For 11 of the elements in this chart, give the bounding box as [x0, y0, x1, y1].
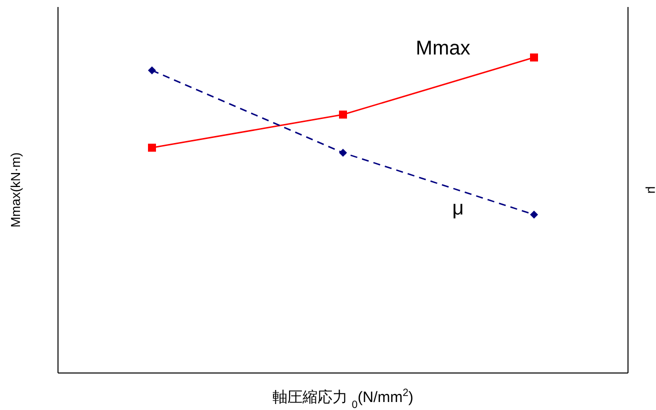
point — [148, 144, 156, 152]
point — [339, 110, 347, 119]
y-axis-title: Mmax(kN·m) — [8, 152, 23, 228]
point — [148, 66, 156, 74]
point — [530, 210, 538, 219]
series-label: μ — [452, 198, 464, 220]
y2-axis-title: μ — [645, 186, 656, 194]
x-axis-title: 軸圧縮応力 $_{0}$(N/mm$^{2}$) — [272, 387, 414, 410]
point — [339, 148, 347, 157]
series-label: Mmax — [416, 37, 470, 60]
point — [530, 53, 538, 62]
